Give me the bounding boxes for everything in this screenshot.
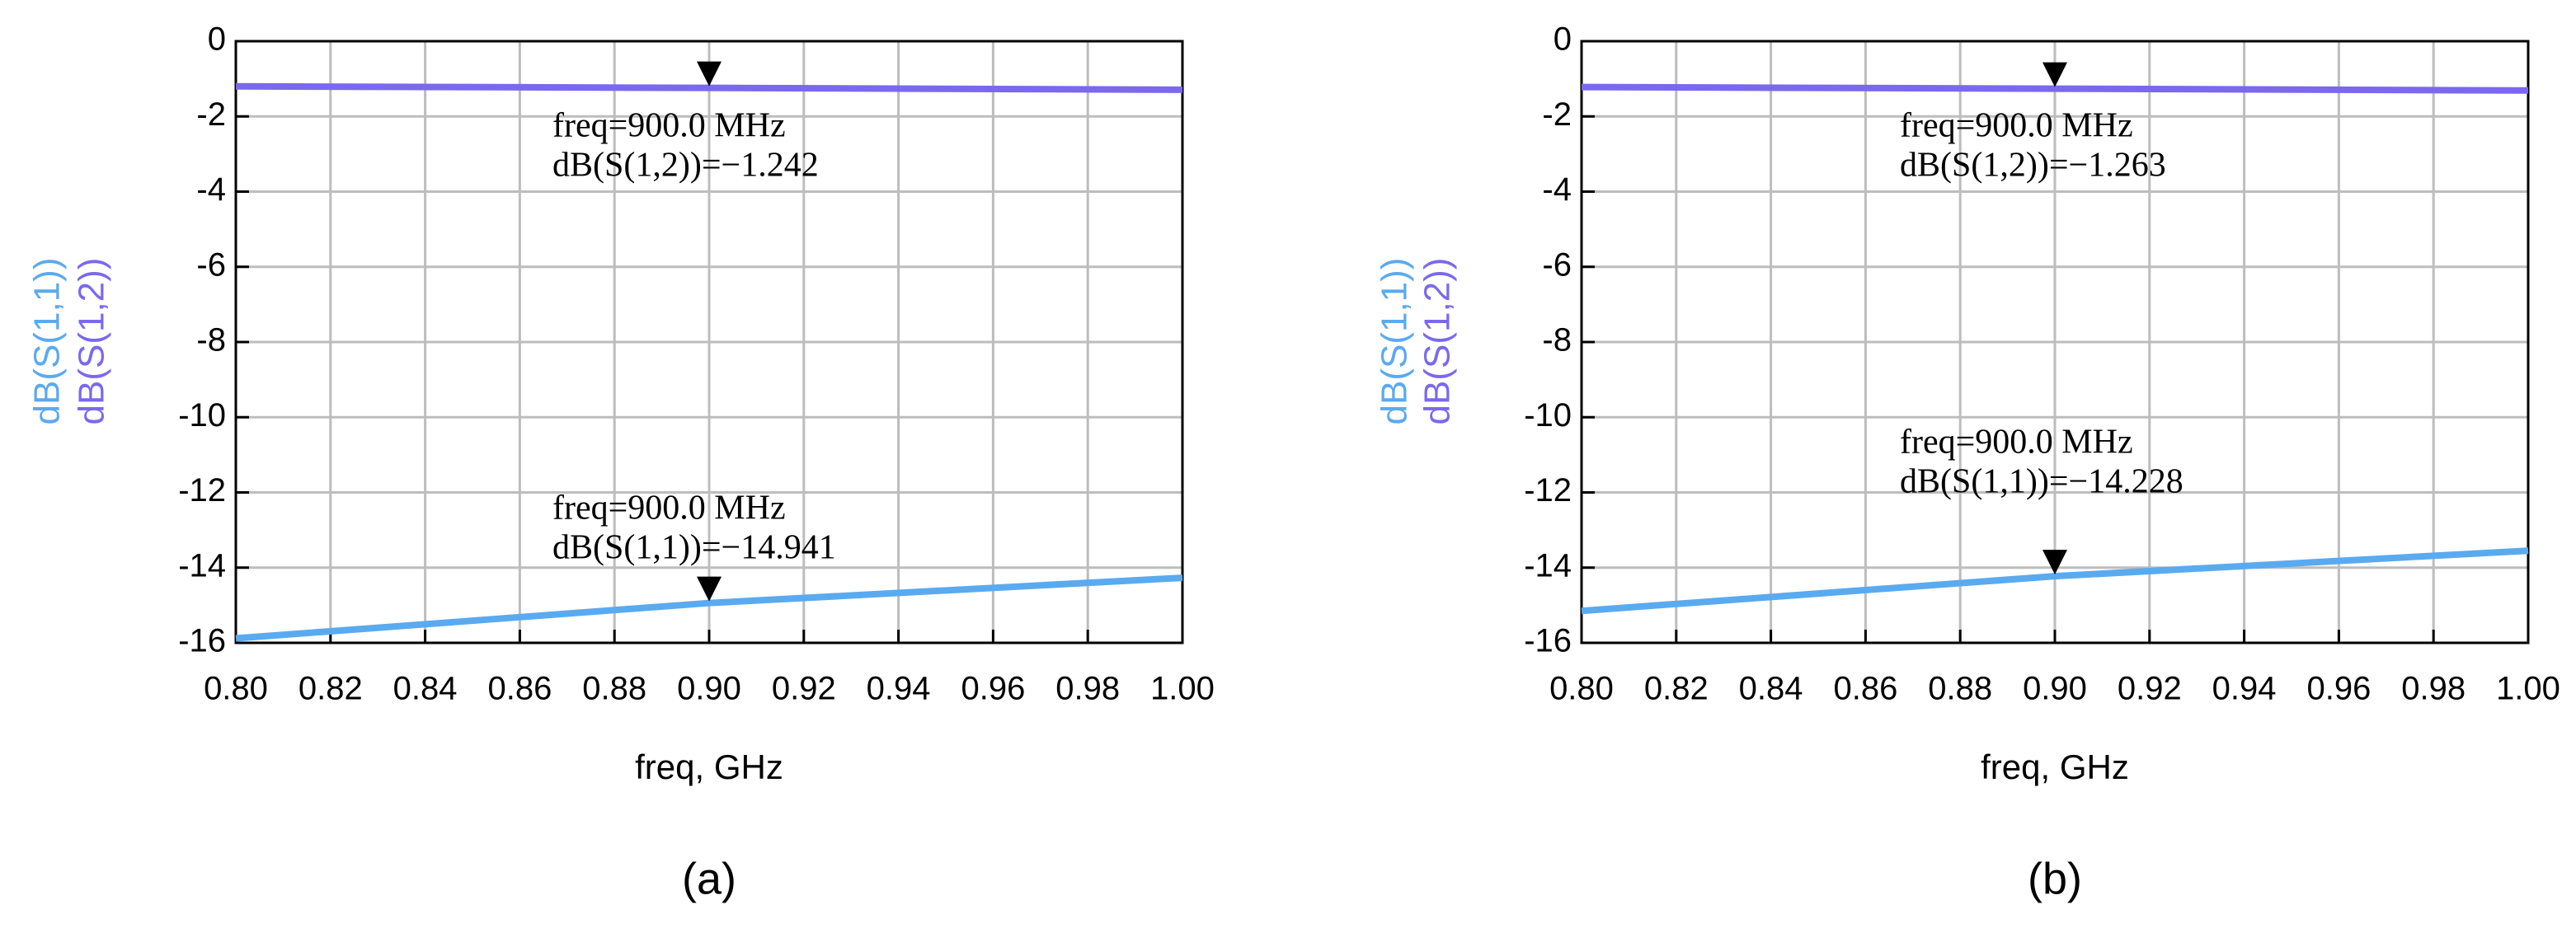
marker xyxy=(697,576,722,602)
y-tick-label: -8 xyxy=(1542,322,1572,359)
x-tick-label: 0.82 xyxy=(298,671,363,707)
y-tick-label: -16 xyxy=(1524,623,1572,659)
x-tick-label: 0.86 xyxy=(1833,671,1897,707)
y-tick-label: -10 xyxy=(178,397,226,434)
y-tick-label: -10 xyxy=(1524,397,1572,434)
y-axis-label: dB(S(1,2)) xyxy=(1417,258,1458,425)
y-tick-label: 0 xyxy=(1554,21,1572,58)
x-tick-label: 0.92 xyxy=(2118,671,2182,707)
x-tick-label: 0.84 xyxy=(1739,671,1803,707)
y-axis-label: dB(S(1,1)) xyxy=(27,258,68,425)
marker-readout: dB(S(1,2))=−1.263 xyxy=(1900,147,2166,185)
x-axis-label: freq, GHz xyxy=(1981,748,2129,786)
marker-readout: freq=900.0 MHz xyxy=(1900,424,2133,462)
y-axis-label: dB(S(1,1)) xyxy=(1375,258,1415,425)
y-tick-label: -6 xyxy=(196,246,226,283)
plot-frame xyxy=(1580,40,2530,644)
panel-label: (a) xyxy=(682,854,736,903)
series-line xyxy=(1581,547,2529,615)
chart: 0 -2 -4 -6 -8 -10 -12 -14 -16 0.80 0.82 0.84 0.86 0.8… xyxy=(27,21,1215,904)
y-tick-label: -4 xyxy=(1542,171,1572,208)
y-tick-label: -12 xyxy=(178,472,226,509)
x-tick-label: 0.98 xyxy=(1055,671,1120,707)
y-tick-label: 0 xyxy=(208,21,226,58)
marker-readout: freq=900.0 MHz xyxy=(552,490,786,527)
x-tick-label: 0.84 xyxy=(393,671,458,707)
y-tick-label: -2 xyxy=(1542,96,1572,133)
x-tick-label: 0.80 xyxy=(204,671,268,707)
x-tick-label: 0.80 xyxy=(1549,671,1614,707)
y-tick-label: -14 xyxy=(178,547,226,584)
y-tick-label: -8 xyxy=(196,322,226,359)
y-tick-label: -4 xyxy=(196,171,226,208)
y-tick-label: -2 xyxy=(196,96,226,133)
panel-label: (b) xyxy=(2028,854,2082,903)
x-axis-label: freq, GHz xyxy=(635,748,783,786)
series-line xyxy=(235,82,1183,93)
y-tick-label: -6 xyxy=(1542,246,1572,283)
x-tick-label: 0.82 xyxy=(1644,671,1709,707)
marker-readout: freq=900.0 MHz xyxy=(1900,107,2133,145)
x-tick-label: 0.94 xyxy=(867,671,931,707)
x-tick-label: 0.88 xyxy=(1928,671,1992,707)
x-tick-label: 0.90 xyxy=(677,671,741,707)
x-tick-label: 0.98 xyxy=(2401,671,2466,707)
marker xyxy=(2042,550,2067,575)
x-tick-label: 1.00 xyxy=(2496,671,2560,707)
marker xyxy=(697,61,722,87)
x-tick-label: 0.88 xyxy=(582,671,646,707)
x-tick-label: 1.00 xyxy=(1150,671,1215,707)
marker-readout: dB(S(1,1))=−14.941 xyxy=(552,529,836,567)
marker-readout: dB(S(1,1))=−14.228 xyxy=(1900,463,2183,501)
series-line xyxy=(235,574,1183,642)
y-tick-label: -14 xyxy=(1524,547,1572,584)
marker-readout: freq=900.0 MHz xyxy=(552,107,786,145)
series-line xyxy=(1581,83,2529,94)
marker xyxy=(2042,62,2067,87)
x-tick-label: 0.86 xyxy=(487,671,552,707)
y-tick-label: -16 xyxy=(178,623,226,659)
chart: 0 -2 -4 -6 -8 -10 -12 -14 -16 0.80 0.82 0.84 0.86 0.8… xyxy=(1375,21,2560,904)
x-tick-label: 0.90 xyxy=(2023,671,2087,707)
marker-readout: dB(S(1,2))=−1.242 xyxy=(552,147,819,185)
x-tick-label: 0.96 xyxy=(961,671,1025,707)
y-tick-label: -12 xyxy=(1524,472,1572,509)
x-tick-label: 0.92 xyxy=(772,671,836,707)
x-tick-label: 0.94 xyxy=(2212,671,2277,707)
plot-frame xyxy=(234,40,1184,644)
x-tick-label: 0.96 xyxy=(2306,671,2371,707)
y-axis-label: dB(S(1,2)) xyxy=(72,258,112,425)
